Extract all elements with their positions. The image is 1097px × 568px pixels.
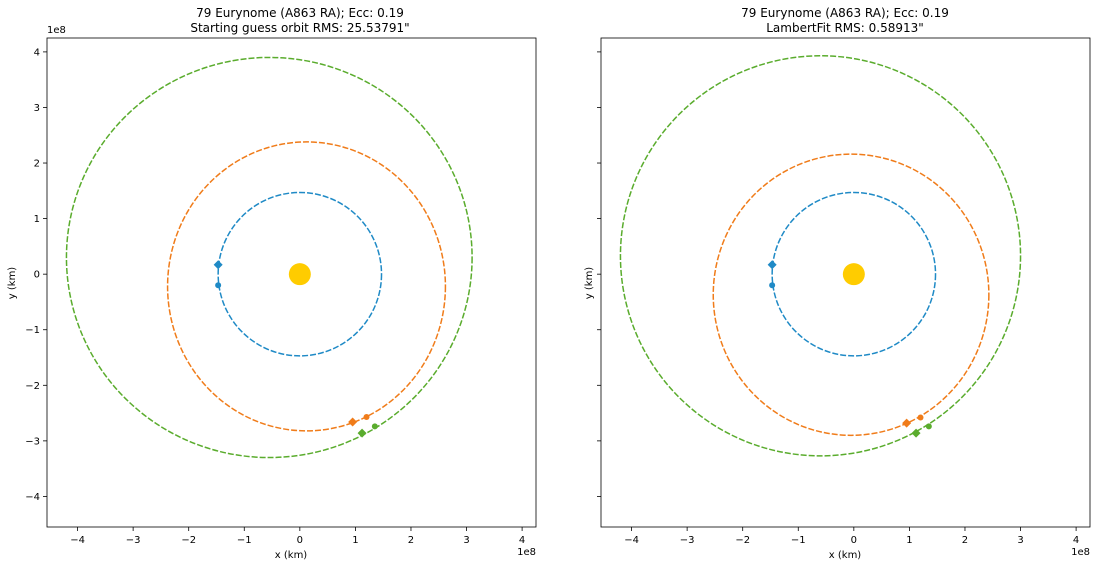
x-tick-label-right: 1 xyxy=(906,535,912,546)
sun-marker-right xyxy=(842,263,865,286)
chart-title-right-line1: 79 Eurynome (A863 RA); Ecc: 0.19 xyxy=(741,6,949,20)
orbit-0-left xyxy=(217,191,383,357)
x-axis-multiplier-left: 1e8 xyxy=(517,547,536,558)
x-tick-label-left: 1 xyxy=(352,535,358,546)
orbit-1-left xyxy=(166,141,447,432)
y-axis-label-left: y (km) xyxy=(7,267,18,300)
y-axis-label-right: y (km) xyxy=(584,267,595,300)
y-tick-label-left: 2 xyxy=(34,159,40,170)
x-tick-label-left: −2 xyxy=(181,535,196,546)
y-tick-label-left: 3 xyxy=(34,103,40,114)
x-axis-label-right: x (km) xyxy=(829,550,862,561)
circle-marker-5-left xyxy=(371,423,378,430)
x-tick-label-right: −2 xyxy=(735,535,750,546)
x-tick-label-right: 3 xyxy=(1017,535,1023,546)
diamond-marker-0-right xyxy=(767,260,777,270)
diamond-marker-4-right xyxy=(911,428,921,438)
axes-left: 79 Eurynome (A863 RA); Ecc: 0.19 Startin… xyxy=(7,6,537,561)
chart-title-left-line2: Starting guess orbit RMS: 25.53791" xyxy=(190,21,409,35)
chart-title-right-line2: LambertFit RMS: 0.58913" xyxy=(766,21,924,35)
axes-right: 79 Eurynome (A863 RA); Ecc: 0.19 Lambert… xyxy=(584,6,1091,561)
orbit-1-right xyxy=(712,153,990,437)
x-tick-label-left: 2 xyxy=(408,535,414,546)
chart-title-left-line1: 79 Eurynome (A863 RA); Ecc: 0.19 xyxy=(196,6,404,20)
x-tick-label-right: 2 xyxy=(962,535,968,546)
y-tick-label-left: −2 xyxy=(25,381,40,392)
orbit-0-right xyxy=(771,191,937,357)
orbit-2-left xyxy=(65,56,473,459)
x-tick-label-left: 4 xyxy=(519,535,525,546)
x-tick-label-right: 0 xyxy=(851,535,857,546)
x-axis-label-left: x (km) xyxy=(275,550,308,561)
y-axis-multiplier-left: 1e8 xyxy=(47,25,66,36)
y-ticks-right xyxy=(597,51,601,497)
plot-area-right xyxy=(619,55,1022,457)
plot-frame-left xyxy=(46,37,537,528)
x-tick-label-left: 3 xyxy=(463,535,469,546)
circle-marker-1-right xyxy=(769,282,776,289)
y-tick-label-left: 0 xyxy=(34,270,40,281)
x-tick-label-left: −1 xyxy=(237,535,252,546)
x-tick-label-right: −3 xyxy=(680,535,695,546)
x-tick-label-left: −3 xyxy=(126,535,141,546)
plot-frame-right xyxy=(600,37,1091,528)
sun-marker-left xyxy=(288,263,311,286)
x-tick-label-left: −4 xyxy=(70,535,85,546)
y-ticks-left: −4 −3 −2 −1 0 1 2 3 4 xyxy=(25,47,47,503)
orbit-2-right xyxy=(619,55,1022,457)
x-ticks-right: −4 −3 −2 −1 0 1 2 3 4 xyxy=(624,527,1079,546)
diamond-marker-2-left xyxy=(348,417,358,427)
x-tick-label-left: 0 xyxy=(297,535,303,546)
diamond-marker-0-left xyxy=(213,260,223,270)
y-tick-label-left: 1 xyxy=(34,214,40,225)
circle-marker-3-left xyxy=(363,413,370,420)
x-axis-multiplier-right: 1e8 xyxy=(1071,547,1090,558)
y-tick-label-left: 4 xyxy=(34,47,40,58)
y-tick-label-left: −4 xyxy=(25,492,40,503)
y-tick-label-left: −3 xyxy=(25,436,40,447)
x-tick-label-right: −1 xyxy=(791,535,806,546)
circle-marker-3-right xyxy=(917,414,924,421)
circle-marker-5-right xyxy=(925,423,932,430)
diamond-marker-2-right xyxy=(902,418,912,428)
circle-marker-1-left xyxy=(215,282,222,289)
y-tick-label-left: −1 xyxy=(25,325,40,336)
plot-area-left xyxy=(65,56,473,459)
diamond-marker-4-left xyxy=(357,428,367,438)
x-tick-label-right: −4 xyxy=(624,535,639,546)
x-ticks-left: −4 −3 −2 −1 0 1 2 3 4 xyxy=(70,527,525,546)
x-tick-label-right: 4 xyxy=(1073,535,1079,546)
